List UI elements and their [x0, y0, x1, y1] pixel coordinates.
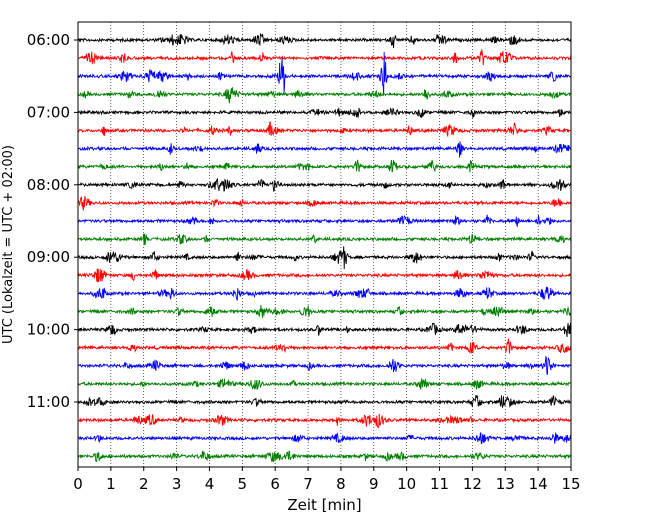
trace-0830: [77, 214, 572, 228]
trace-0945: [77, 304, 572, 319]
y-tick-label: 11:00: [27, 393, 70, 411]
x-tick-label: 14: [529, 475, 548, 493]
x-tick-label: 15: [561, 475, 580, 493]
trace-0815: [77, 196, 572, 212]
x-tick-label: 3: [172, 475, 182, 493]
x-tick-label: 6: [270, 475, 280, 493]
trace-1030: [77, 355, 572, 376]
grid-lines: [110, 22, 539, 467]
x-axis-ticks: 0 1 2 3 4 5 6 7 8 9 10 11 12 13 14 15: [73, 467, 581, 493]
x-tick-label: 7: [303, 475, 313, 493]
trace-0630: [77, 51, 572, 96]
x-tick-label: 5: [238, 475, 248, 493]
trace-0645: [77, 87, 572, 104]
x-tick-label: 13: [496, 475, 515, 493]
y-axis-ticks: 06:00 07:00 08:00 09:00 10:00 11:00: [27, 31, 78, 411]
trace-0900: [77, 246, 572, 270]
y-tick-label: 08:00: [27, 176, 70, 194]
x-tick-label: 1: [106, 475, 116, 493]
y-tick-label: 06:00: [27, 31, 70, 49]
trace-0715: [77, 121, 572, 138]
x-tick-label: 10: [397, 475, 416, 493]
trace-1145: [77, 450, 572, 463]
trace-0730: [77, 141, 572, 158]
trace-0615: [77, 49, 572, 66]
x-tick-label: 9: [369, 475, 379, 493]
traces: [77, 33, 572, 463]
trace-0915: [77, 268, 572, 283]
trace-0930: [77, 286, 572, 301]
trace-0745: [77, 159, 572, 173]
x-tick-label: 11: [430, 475, 449, 493]
x-tick-label: 4: [205, 475, 215, 493]
trace-1000: [77, 322, 572, 338]
y-tick-label: 10:00: [27, 321, 70, 339]
trace-1100: [77, 395, 572, 409]
y-tick-label: 09:00: [27, 248, 70, 266]
x-tick-label: 8: [336, 475, 346, 493]
trace-1045: [77, 377, 572, 390]
trace-1115: [77, 413, 572, 428]
y-axis-label: UTC (Lokalzeit = UTC + 02:00): [1, 145, 16, 344]
trace-0700: [77, 107, 572, 118]
trace-0600: [77, 33, 572, 49]
trace-0800: [77, 177, 572, 193]
x-tick-label: 2: [139, 475, 149, 493]
trace-1015: [77, 338, 572, 354]
y-tick-label: 07:00: [27, 103, 70, 121]
x-axis-label: Zeit [min]: [287, 496, 361, 514]
trace-1130: [77, 432, 572, 445]
plot-frame: [77, 21, 572, 468]
x-tick-label: 0: [73, 475, 83, 493]
trace-0845: [77, 233, 572, 246]
x-tick-label: 12: [463, 475, 482, 493]
